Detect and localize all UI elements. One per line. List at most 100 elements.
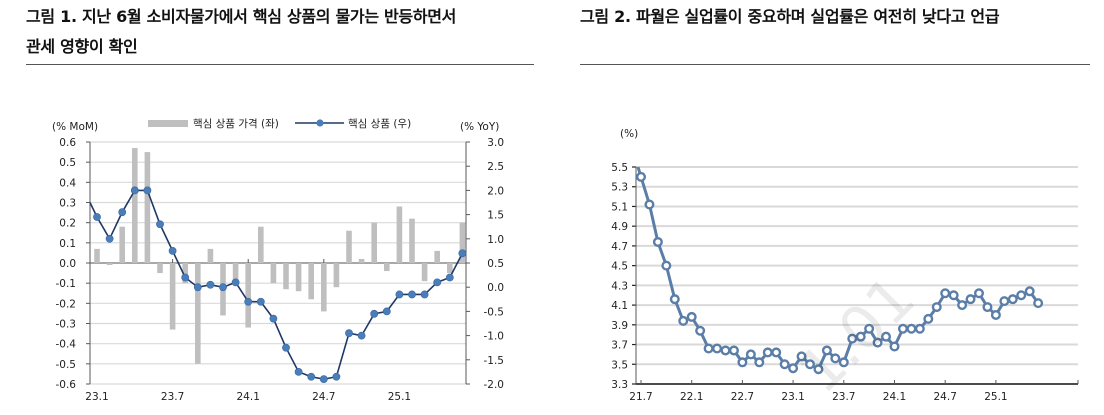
y-tick-label: 4.1 — [611, 300, 628, 312]
bar — [295, 263, 302, 292]
data-point — [788, 363, 799, 374]
y-tick-label-right: 3.0 — [487, 137, 504, 149]
data-point — [382, 307, 391, 316]
data-point — [678, 315, 689, 326]
data-point — [847, 333, 858, 344]
legend-bar-swatch — [148, 120, 188, 127]
x-tick-label: 22.7 — [731, 391, 754, 403]
figure-2-title: 그림 2. 파월은 실업률이 중요하며 실업률은 여전히 낮다고 언급 — [580, 7, 1000, 26]
legend-label-line: 핵심 상품 (우) — [348, 118, 411, 130]
bar — [333, 263, 340, 288]
y-tick-label-right: -1.0 — [484, 331, 505, 343]
data-point — [370, 309, 379, 318]
data-point — [282, 343, 290, 352]
y-tick-label: 5.3 — [611, 182, 628, 194]
x-tick-label: 25.1 — [388, 391, 411, 403]
data-point — [914, 323, 925, 334]
bar — [195, 263, 201, 364]
x-tick-label: 25.1 — [984, 391, 1007, 403]
bar — [106, 263, 113, 266]
data-point — [1007, 294, 1018, 305]
bar — [144, 152, 151, 263]
y-tick-label: 3.5 — [611, 359, 628, 371]
bar — [358, 258, 365, 263]
y-tick-label-right: 2.0 — [487, 185, 504, 197]
bar — [119, 226, 125, 263]
legend-label-bar: 핵심 상품 가격 (좌) — [193, 117, 279, 130]
data-point — [931, 302, 942, 313]
bar — [421, 263, 428, 282]
bar — [132, 148, 138, 263]
figure-1-title-line2: 관세 영향이 확인 — [26, 37, 138, 56]
figure-1-panel: 그림 1. 지난 6월 소비자물가에서 핵심 상품의 물가는 반등하면서 관세 … — [26, 0, 534, 65]
figure-2-panel: 그림 2. 파월은 실업률이 중요하며 실업률은 여전히 낮다고 언급 — [580, 0, 1090, 65]
data-point — [420, 290, 429, 299]
y-tick-label-left: 0.2 — [59, 218, 76, 230]
bar — [169, 263, 176, 330]
figure-2-divider — [580, 64, 1090, 65]
data-point — [458, 249, 467, 258]
figure-1-title: 그림 1. 지난 6월 소비자물가에서 핵심 상품의 물가는 반등하면서 관세 … — [26, 2, 534, 62]
y-tick-label: 4.3 — [611, 280, 628, 292]
data-point — [872, 337, 883, 348]
data-point — [754, 357, 765, 368]
data-point — [652, 236, 663, 247]
data-point — [661, 260, 672, 271]
data-point — [669, 294, 680, 305]
data-point — [948, 290, 959, 301]
bar — [308, 263, 314, 300]
y-tick-label-right: 2.5 — [487, 161, 504, 173]
x-tick-label: 24.1 — [883, 391, 906, 403]
y-tick-label: 3.9 — [611, 320, 628, 332]
data-point — [923, 313, 934, 324]
y-tick-label-right: 0.0 — [487, 282, 504, 294]
legend-marker — [316, 119, 324, 127]
data-point — [982, 302, 993, 313]
data-point — [821, 345, 832, 356]
data-point — [957, 300, 968, 311]
bar — [371, 222, 377, 263]
data-point — [93, 213, 101, 221]
y-tick-label-right: -1.5 — [484, 355, 505, 367]
data-point — [319, 375, 328, 384]
data-point — [105, 234, 114, 243]
y-tick-label: 4.7 — [611, 241, 628, 253]
line-series — [636, 166, 1040, 372]
x-tick-label: 23.7 — [832, 391, 855, 403]
bar — [434, 250, 440, 263]
y-tick-label-left: -0.4 — [56, 339, 77, 351]
y-tick-label-right: 0.5 — [487, 258, 504, 270]
data-point — [445, 273, 454, 282]
data-point — [307, 372, 316, 381]
data-point — [433, 278, 442, 287]
data-point — [118, 208, 127, 217]
y-tick-label: 4.9 — [611, 221, 628, 233]
y-tick-label-left: -0.6 — [56, 379, 77, 391]
data-point — [813, 364, 824, 375]
data-point — [332, 372, 341, 381]
data-point — [712, 343, 723, 354]
data-point — [720, 345, 731, 356]
data-point — [974, 288, 985, 299]
y-tick-label-left: -0.3 — [56, 319, 77, 331]
data-point — [256, 297, 265, 306]
data-point — [345, 329, 353, 338]
data-point — [636, 171, 647, 182]
data-point — [940, 288, 951, 299]
y-tick-label-right: 1.5 — [487, 210, 504, 222]
data-point — [156, 220, 164, 229]
data-point — [728, 345, 739, 356]
y-tick-label: 4.5 — [611, 261, 628, 273]
x-tick-label: 23.1 — [85, 391, 108, 403]
y-tick-label-left: -0.5 — [56, 359, 77, 371]
y-tick-label-left: -0.2 — [56, 298, 77, 310]
y-tick-label-right: 1.0 — [487, 234, 504, 246]
bar — [346, 230, 352, 263]
data-point — [244, 297, 253, 306]
data-point — [1016, 290, 1027, 301]
data-point — [294, 367, 303, 376]
x-tick-label: 22.1 — [680, 391, 703, 403]
y-tick-label: 5.5 — [611, 162, 628, 174]
y-tick-label-left: 0.1 — [59, 238, 76, 250]
